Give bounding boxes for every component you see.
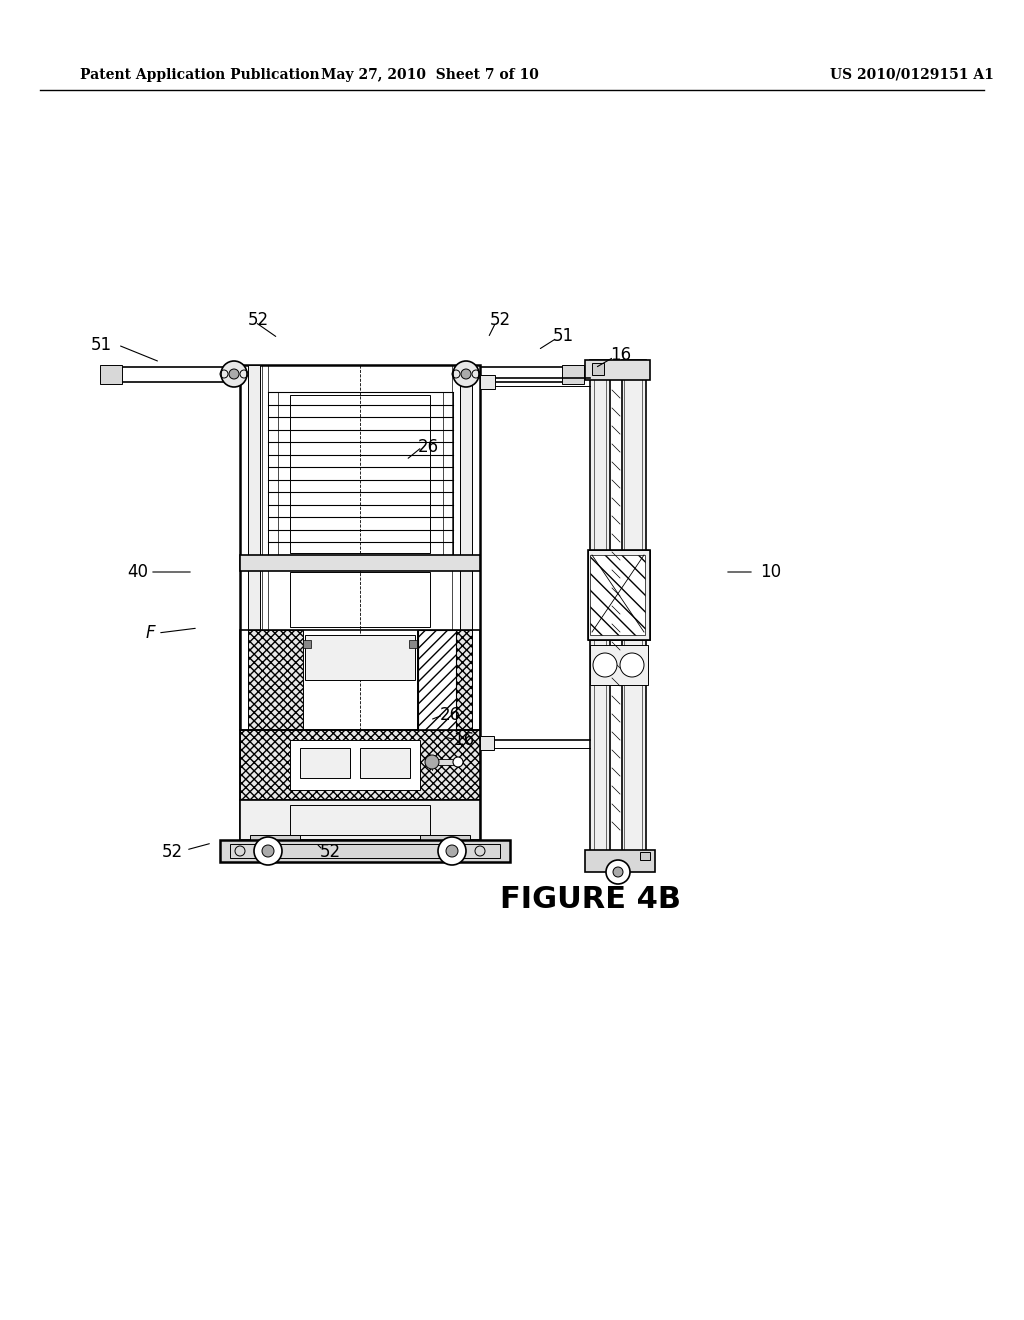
Bar bbox=[562, 366, 584, 384]
Bar bbox=[585, 850, 655, 873]
Bar bbox=[360, 748, 410, 777]
Text: 51: 51 bbox=[91, 337, 112, 354]
Text: 16: 16 bbox=[610, 346, 631, 364]
Bar bbox=[240, 730, 480, 800]
Bar bbox=[248, 630, 303, 730]
Circle shape bbox=[461, 370, 471, 379]
Bar bbox=[300, 748, 350, 777]
Circle shape bbox=[446, 845, 458, 857]
Bar bbox=[585, 360, 650, 380]
Text: 26: 26 bbox=[440, 706, 461, 723]
Text: 52: 52 bbox=[248, 312, 269, 329]
Bar bbox=[305, 635, 415, 680]
Bar bbox=[240, 366, 480, 840]
Bar bbox=[290, 395, 430, 553]
Circle shape bbox=[221, 360, 247, 387]
Circle shape bbox=[620, 653, 644, 677]
Bar bbox=[220, 840, 510, 862]
Bar bbox=[590, 360, 610, 870]
Text: May 27, 2010  Sheet 7 of 10: May 27, 2010 Sheet 7 of 10 bbox=[322, 69, 539, 82]
Text: 52: 52 bbox=[319, 843, 341, 861]
Bar bbox=[420, 836, 470, 843]
Text: 52: 52 bbox=[162, 843, 183, 861]
Text: 16: 16 bbox=[453, 731, 474, 748]
Bar bbox=[303, 640, 311, 648]
Bar bbox=[640, 851, 650, 861]
Bar bbox=[437, 759, 455, 766]
Bar bbox=[250, 836, 300, 843]
Bar bbox=[290, 741, 420, 789]
Text: US 2010/0129151 A1: US 2010/0129151 A1 bbox=[830, 69, 994, 82]
Bar bbox=[592, 363, 604, 375]
Text: 26: 26 bbox=[418, 438, 439, 455]
Bar bbox=[230, 366, 470, 383]
Bar bbox=[240, 554, 480, 572]
Bar bbox=[248, 366, 260, 840]
Bar bbox=[100, 366, 122, 384]
Bar bbox=[588, 550, 650, 640]
Circle shape bbox=[229, 370, 239, 379]
Text: 40: 40 bbox=[127, 564, 148, 581]
Bar bbox=[480, 375, 495, 389]
Text: 51: 51 bbox=[553, 327, 574, 345]
Bar bbox=[590, 645, 648, 685]
Circle shape bbox=[606, 861, 630, 884]
Text: F: F bbox=[145, 624, 155, 642]
Text: 52: 52 bbox=[490, 312, 511, 329]
Bar bbox=[290, 572, 430, 627]
Bar bbox=[418, 630, 456, 730]
Bar bbox=[409, 640, 417, 648]
Bar bbox=[480, 737, 494, 750]
Bar bbox=[230, 843, 500, 858]
Text: 10: 10 bbox=[760, 564, 781, 581]
Bar bbox=[590, 554, 645, 635]
Bar bbox=[240, 800, 480, 840]
Circle shape bbox=[262, 845, 274, 857]
Text: FIGURE 4B: FIGURE 4B bbox=[500, 886, 681, 915]
Bar bbox=[588, 550, 650, 640]
Bar bbox=[240, 730, 480, 800]
Circle shape bbox=[254, 837, 282, 865]
Bar bbox=[290, 805, 430, 836]
Circle shape bbox=[613, 867, 623, 876]
Bar bbox=[452, 366, 460, 840]
Bar bbox=[417, 630, 472, 730]
Circle shape bbox=[453, 756, 463, 767]
Bar bbox=[240, 630, 480, 730]
Bar bbox=[262, 366, 268, 840]
Circle shape bbox=[453, 360, 479, 387]
Text: Patent Application Publication: Patent Application Publication bbox=[80, 69, 319, 82]
Bar bbox=[460, 366, 472, 840]
Bar bbox=[622, 360, 646, 870]
Circle shape bbox=[438, 837, 466, 865]
Circle shape bbox=[593, 653, 617, 677]
Circle shape bbox=[425, 755, 439, 770]
